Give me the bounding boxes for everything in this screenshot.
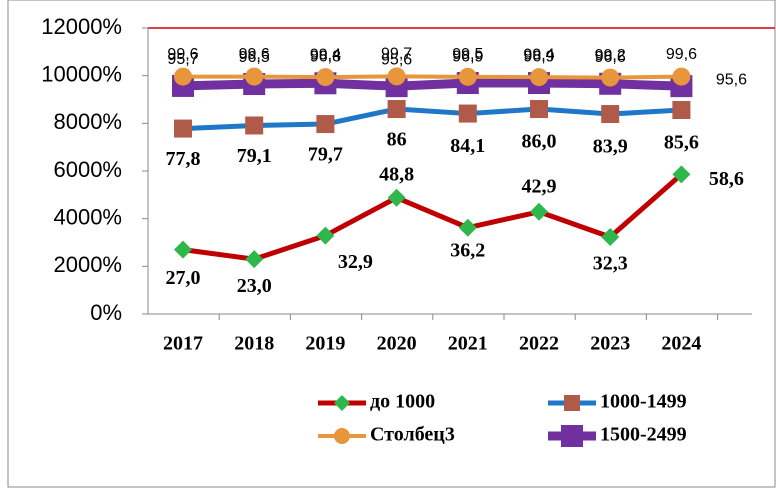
legend-label: 1000-1499: [600, 391, 687, 413]
x-tick-label: 2017: [163, 333, 203, 355]
data-label: 96,9: [452, 48, 483, 65]
point-marker: [672, 100, 691, 119]
data-label: 96,8: [310, 49, 341, 66]
y-tick-label: 8000%: [53, 109, 122, 134]
point-marker: [387, 188, 406, 207]
data-label: 85,6: [664, 132, 699, 154]
point-marker: [601, 105, 620, 124]
point-marker: [601, 68, 620, 87]
data-label: 58,6: [709, 168, 744, 190]
point-marker: [458, 67, 477, 86]
data-label: 99,7: [381, 46, 412, 63]
legend-label: Столбец3: [370, 424, 455, 446]
point-marker: [530, 68, 548, 87]
y-tick-label: 10000%: [41, 61, 122, 86]
series-line: [182, 172, 684, 262]
data-label: 99,6: [167, 46, 198, 63]
y-tick-label: 2000%: [53, 252, 122, 277]
x-tick-label: 2019: [305, 333, 345, 355]
data-label: 96,5: [239, 49, 270, 66]
point-marker: [530, 100, 548, 119]
data-label: 79,7: [308, 144, 343, 166]
x-tick-label: 2024: [661, 333, 701, 355]
data-label: 99,5: [452, 46, 483, 63]
chart-frame: [7, 0, 776, 488]
legend-label: до 1000: [370, 391, 435, 413]
x-tick-label: 2021: [448, 333, 488, 355]
point-marker: [316, 115, 335, 134]
data-label: 84,1: [450, 135, 485, 157]
point-marker: [458, 104, 477, 123]
point-marker: [245, 250, 264, 269]
data-label: 83,9: [593, 136, 628, 158]
point-marker: [174, 240, 192, 259]
series-line: [183, 74, 682, 80]
point-marker: [245, 116, 264, 135]
y-tick-label: 0%: [90, 300, 122, 325]
data-label: 99,4: [523, 46, 554, 63]
data-label: 32,3: [593, 253, 628, 275]
point-marker: [672, 67, 691, 86]
y-tick-label: 12000%: [41, 14, 122, 39]
point-marker: [387, 100, 406, 119]
data-label: 32,9: [338, 251, 373, 273]
point-marker: [601, 228, 620, 247]
point-marker: [387, 67, 406, 86]
point-marker: [530, 202, 548, 221]
point-marker: [174, 119, 192, 138]
legend-marker: [334, 428, 350, 444]
x-tick-label: 2023: [590, 333, 630, 355]
data-label: 86: [387, 129, 407, 151]
point-marker: [458, 218, 477, 237]
data-label: 96,6: [595, 49, 626, 66]
data-label: 23,0: [237, 275, 272, 297]
data-label: 99,6: [666, 46, 697, 63]
y-tick-label: 4000%: [53, 204, 122, 229]
legend-marker: [561, 425, 583, 447]
data-label: 96,9: [523, 48, 554, 65]
legend-label: 1500-2499: [600, 424, 687, 446]
data-label: 42,9: [522, 175, 557, 197]
legend-marker: [334, 395, 350, 411]
data-label: 99,2: [595, 47, 626, 64]
data-label: 77,8: [166, 148, 201, 170]
y-tick-label: 6000%: [53, 157, 122, 182]
series-line: [182, 78, 682, 91]
data-label: 99,4: [310, 46, 341, 63]
data-label: 95,6: [381, 51, 412, 68]
point-marker: [245, 67, 264, 86]
point-marker: [316, 68, 335, 87]
x-tick-label: 2020: [377, 333, 417, 355]
data-label: 48,8: [379, 163, 414, 185]
x-tick-label: 2022: [519, 333, 559, 355]
data-label: 95,7: [167, 51, 198, 68]
point-marker: [316, 226, 335, 245]
data-label: 99,6: [239, 46, 270, 63]
data-label: 79,1: [237, 145, 272, 167]
x-tick-label: 2018: [234, 333, 274, 355]
point-marker: [174, 67, 192, 86]
series-line: [182, 106, 682, 132]
data-label: 95,6: [716, 71, 747, 88]
data-label: 86,0: [522, 131, 557, 153]
data-label: 36,2: [450, 239, 485, 261]
data-label: 27,0: [166, 267, 201, 289]
point-marker: [672, 165, 691, 184]
legend-marker: [564, 395, 580, 411]
